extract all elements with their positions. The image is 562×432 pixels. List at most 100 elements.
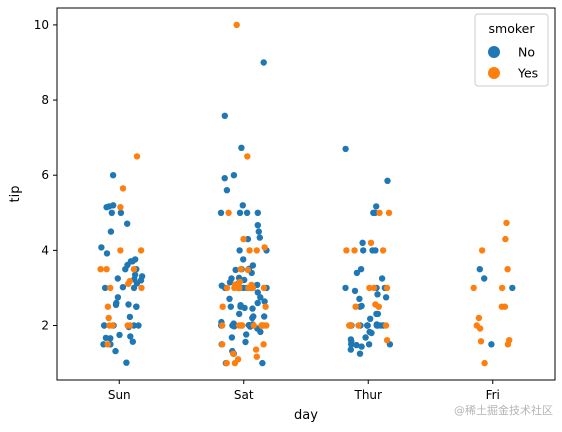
- point-yes-sat: [246, 247, 253, 254]
- point-no-sun: [98, 244, 105, 251]
- point-no-sat: [259, 359, 266, 367]
- point-no-thur: [374, 291, 381, 298]
- point-no-thur: [378, 275, 386, 282]
- point-no-sat: [250, 313, 257, 320]
- point-no-sat: [254, 222, 261, 229]
- point-no-sun: [117, 209, 125, 216]
- point-yes-sat: [233, 21, 240, 29]
- point-no-thur: [374, 310, 382, 318]
- point-no-sat: [261, 298, 268, 305]
- point-no-sun: [135, 322, 142, 329]
- point-no-thur: [356, 350, 364, 357]
- point-yes-sat: [262, 303, 269, 310]
- point-yes-sat: [236, 284, 243, 292]
- point-no-sun: [112, 347, 119, 355]
- point-no-sat: [257, 294, 264, 301]
- point-yes-sun: [106, 322, 113, 329]
- point-yes-thur: [370, 284, 378, 292]
- point-yes-sat: [244, 153, 251, 160]
- point-yes-sat: [219, 322, 226, 329]
- point-no-sun: [119, 284, 127, 291]
- point-no-sat: [240, 256, 247, 263]
- point-no-sat: [244, 235, 252, 243]
- point-yes-fri: [504, 341, 512, 348]
- point-no-sun: [124, 220, 131, 227]
- point-no-sun: [116, 331, 123, 339]
- point-yes-thur: [351, 247, 358, 254]
- point-yes-sat: [219, 303, 226, 310]
- point-no-sun: [107, 228, 115, 235]
- point-no-sat: [261, 313, 268, 320]
- point-no-thur: [367, 315, 374, 322]
- points-layer: [97, 21, 516, 367]
- point-no-thur: [368, 329, 375, 337]
- point-no-sat: [238, 144, 245, 151]
- point-yes-sun: [125, 280, 132, 287]
- point-yes-thur: [379, 247, 387, 254]
- x-tick-label: Sun: [108, 388, 131, 402]
- point-yes-thur: [343, 247, 350, 254]
- point-no-sat: [249, 305, 256, 312]
- point-no-sun: [110, 202, 117, 209]
- point-no-sat: [226, 295, 233, 302]
- x-ticks: Sun Sat Thur Fri: [108, 380, 500, 402]
- point-no-thur: [362, 334, 369, 341]
- point-yes-fri: [478, 247, 486, 254]
- point-no-sun: [127, 333, 134, 340]
- point-no-sun: [113, 299, 120, 307]
- legend-title: smoker: [489, 21, 536, 36]
- point-yes-sat: [245, 284, 252, 292]
- point-yes-fri: [503, 219, 510, 227]
- point-no-sun: [114, 275, 122, 282]
- point-no-sun: [109, 172, 117, 179]
- point-no-sun: [101, 322, 108, 329]
- y-tick-label: 10: [34, 18, 49, 32]
- point-yes-fri: [481, 359, 488, 367]
- point-no-thur: [374, 322, 381, 329]
- point-no-thur: [384, 177, 391, 184]
- point-no-sat: [217, 209, 225, 216]
- point-no-sun: [101, 284, 109, 292]
- point-no-thur: [373, 203, 380, 210]
- point-yes-sun: [105, 314, 112, 322]
- point-no-thur: [358, 343, 365, 350]
- legend-label-no: No: [518, 45, 535, 60]
- x-tick-label: Fri: [486, 388, 500, 402]
- point-yes-sun: [138, 284, 145, 292]
- point-yes-sat: [236, 278, 244, 286]
- point-no-thur: [364, 322, 371, 329]
- legend-label-yes: Yes: [517, 66, 538, 81]
- point-yes-fri: [501, 303, 509, 310]
- point-no-sun: [133, 303, 140, 310]
- point-yes-thur: [366, 284, 373, 292]
- point-no-thur: [357, 266, 365, 273]
- point-no-thur: [370, 209, 377, 216]
- point-yes-sun: [117, 204, 124, 211]
- point-no-thur: [359, 239, 366, 246]
- point-yes-sat: [231, 359, 239, 367]
- point-yes-sat: [253, 247, 260, 254]
- y-ticks: 2 4 6 8 10: [34, 18, 57, 333]
- point-yes-sun: [117, 247, 124, 254]
- point-yes-sat: [225, 209, 232, 216]
- point-yes-fri: [473, 322, 480, 329]
- point-yes-fri: [470, 284, 477, 292]
- point-yes-sat: [223, 284, 231, 292]
- point-yes-thur: [385, 209, 393, 216]
- point-yes-thur: [355, 322, 362, 329]
- point-no-sat: [221, 112, 228, 120]
- point-no-sun: [108, 209, 116, 216]
- point-yes-fri: [502, 235, 509, 243]
- legend-entries: No Yes: [488, 45, 538, 81]
- point-yes-sat: [250, 322, 257, 329]
- point-no-sun: [125, 301, 132, 308]
- y-tick-label: 6: [41, 168, 49, 182]
- point-yes-sun: [104, 303, 112, 310]
- point-no-thur: [360, 247, 367, 254]
- y-tick-label: 4: [41, 243, 49, 257]
- point-no-sun: [126, 313, 134, 321]
- point-yes-sat: [239, 322, 246, 329]
- point-no-sat: [236, 247, 243, 254]
- point-yes-sat: [219, 341, 226, 348]
